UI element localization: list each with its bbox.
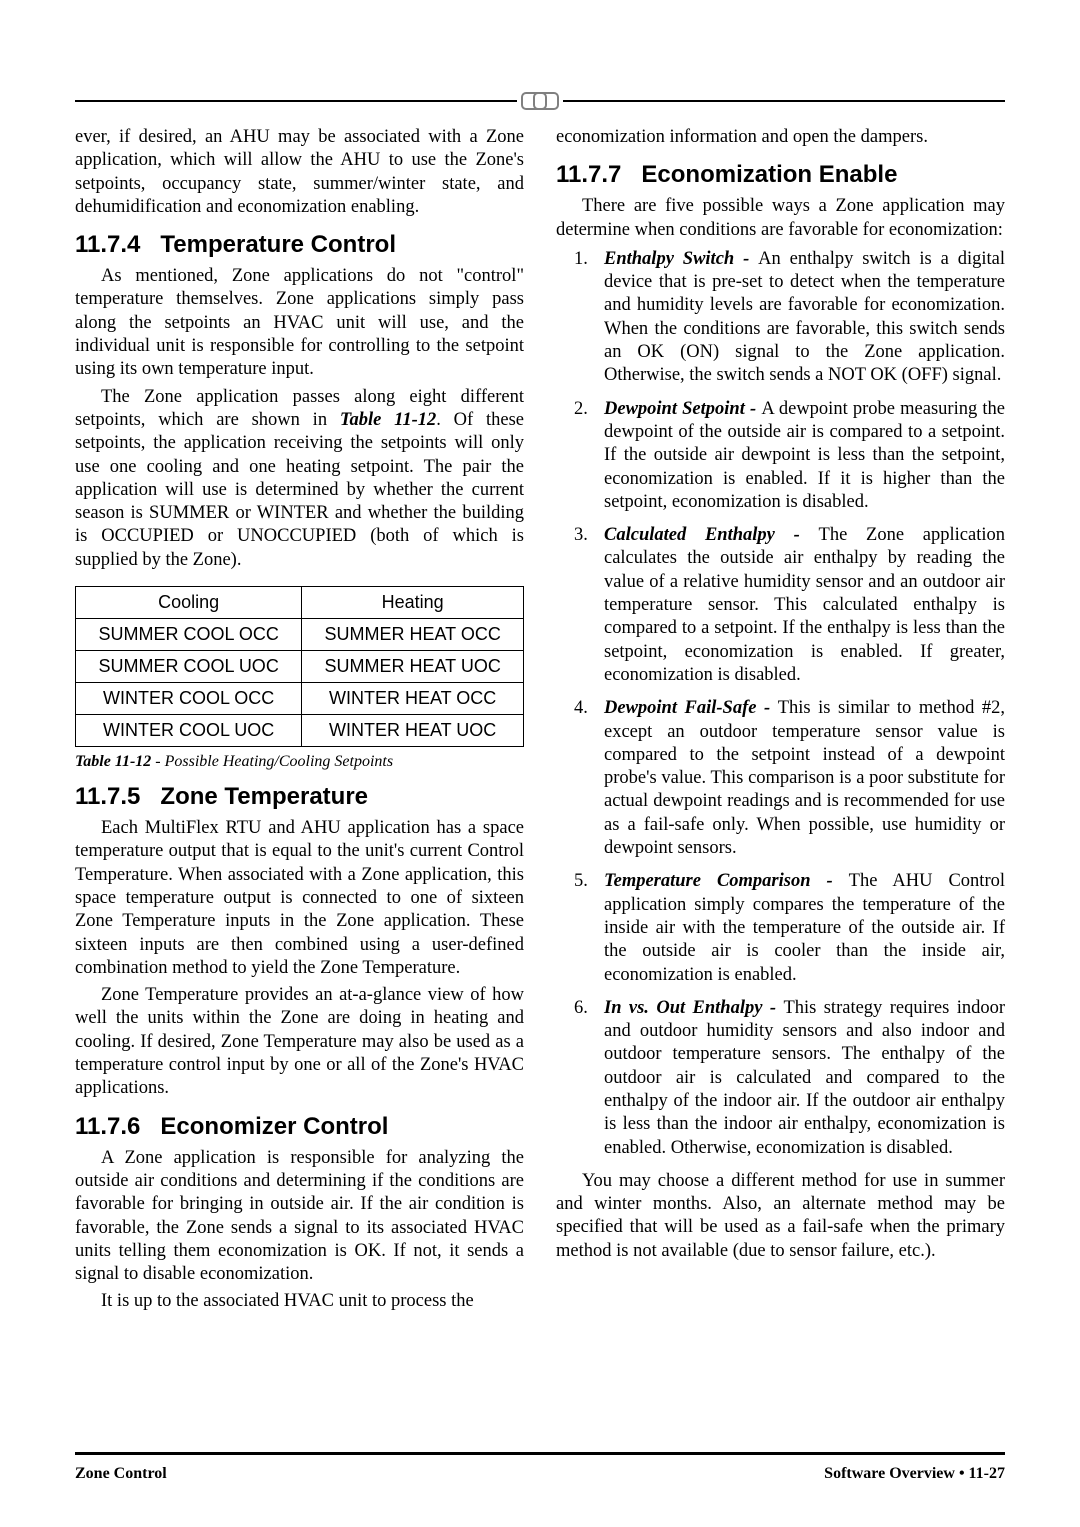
- table-cell: WINTER COOL OCC: [76, 683, 302, 715]
- table-caption: Table 11-12 - Possible Heating/Cooling S…: [75, 753, 524, 771]
- text: . Of these setpoints, the application re…: [75, 410, 524, 570]
- section-heading-temperature-control: 11.7.4 Temperature Control: [75, 231, 524, 259]
- list-item: 5. Temperature Comparison - The AHU Cont…: [604, 870, 1005, 986]
- table-reference: Table 11-12: [340, 410, 436, 430]
- list-marker: 1.: [574, 248, 588, 271]
- table-row: WINTER COOL UOC WINTER HEAT UOC: [76, 715, 524, 747]
- table-cell: SUMMER COOL OCC: [76, 619, 302, 651]
- footer-section-label: Software Overview •: [824, 1465, 968, 1482]
- list-item: 2. Dewpoint Setpoint - A dewpoint probe …: [604, 398, 1005, 514]
- section-heading-zone-temperature: 11.7.5 Zone Temperature: [75, 783, 524, 811]
- page-footer: Zone Control Software Overview • 11-27: [75, 1452, 1005, 1483]
- method-term: Enthalpy Switch -: [604, 249, 758, 269]
- method-text: This is similar to method #2, except an …: [604, 698, 1005, 858]
- method-text: The Zone application calculates the outs…: [604, 525, 1005, 685]
- method-term: Temperature Comparison -: [604, 871, 849, 891]
- table-header-row: Cooling Heating: [76, 587, 524, 619]
- table-cell: WINTER HEAT UOC: [302, 715, 524, 747]
- paragraph: The Zone application passes along eight …: [75, 386, 524, 572]
- table-cell: WINTER COOL UOC: [76, 715, 302, 747]
- method-term: Dewpoint Fail-Safe -: [604, 698, 778, 718]
- table-header: Heating: [302, 587, 524, 619]
- footer-right-text: Software Overview • 11-27: [824, 1465, 1005, 1483]
- list-item: 1. Enthalpy Switch - An enthalpy switch …: [604, 248, 1005, 388]
- table-row: SUMMER COOL UOC SUMMER HEAT UOC: [76, 651, 524, 683]
- list-item: 6. In vs. Out Enthalpy - This strategy r…: [604, 997, 1005, 1160]
- section-title: Zone Temperature: [160, 783, 368, 811]
- list-marker: 2.: [574, 398, 588, 421]
- section-title: Economization Enable: [641, 161, 897, 189]
- section-title: Temperature Control: [160, 231, 396, 259]
- list-marker: 4.: [574, 697, 588, 720]
- list-marker: 6.: [574, 997, 588, 1020]
- method-text: An enthalpy switch is a digital device t…: [604, 249, 1005, 385]
- footer-rule: [75, 1452, 1005, 1455]
- table-cell: SUMMER COOL UOC: [76, 651, 302, 683]
- paragraph: As mentioned, Zone applications do not "…: [75, 265, 524, 381]
- section-number: 11.7.5: [75, 783, 140, 811]
- section-number: 11.7.4: [75, 231, 140, 259]
- footer-left-text: Zone Control: [75, 1465, 167, 1483]
- caption-text: - Possible Heating/Cooling Setpoints: [151, 753, 393, 770]
- method-term: Dewpoint Setpoint -: [604, 399, 761, 419]
- caption-label: Table 11-12: [75, 753, 151, 770]
- list-item: 3. Calculated Enthalpy - The Zone applic…: [604, 524, 1005, 687]
- methods-list: 1. Enthalpy Switch - An enthalpy switch …: [604, 248, 1005, 1160]
- table-cell: SUMMER HEAT UOC: [302, 651, 524, 683]
- table-cell: WINTER HEAT OCC: [302, 683, 524, 715]
- paragraph: ever, if desired, an AHU may be associat…: [75, 126, 524, 219]
- header-ornament-icon: [517, 89, 563, 113]
- paragraph: It is up to the associated HVAC unit to …: [75, 1290, 524, 1313]
- paragraph: There are five possible ways a Zone appl…: [556, 195, 1005, 242]
- section-heading-economization-enable: 11.7.7 Economization Enable: [556, 161, 1005, 189]
- section-heading-economizer-control: 11.7.6 Economizer Control: [75, 1113, 524, 1141]
- paragraph: Zone Temperature provides an at-a-glance…: [75, 984, 524, 1100]
- list-marker: 5.: [574, 870, 588, 893]
- list-item: 4. Dewpoint Fail-Safe - This is similar …: [604, 697, 1005, 860]
- method-text: This strategy requires indoor and outdoo…: [604, 998, 1005, 1158]
- table-row: WINTER COOL OCC WINTER HEAT OCC: [76, 683, 524, 715]
- footer-page-number: 11-27: [969, 1465, 1005, 1482]
- section-title: Economizer Control: [160, 1113, 388, 1141]
- method-term: In vs. Out Enthalpy -: [604, 998, 783, 1018]
- section-number: 11.7.7: [556, 161, 621, 189]
- right-column: economization information and open the d…: [556, 126, 1005, 1318]
- paragraph: You may choose a different method for us…: [556, 1170, 1005, 1263]
- method-term: Calculated Enthalpy -: [604, 525, 819, 545]
- left-column: ever, if desired, an AHU may be associat…: [75, 126, 524, 1318]
- section-number: 11.7.6: [75, 1113, 140, 1141]
- table-header: Cooling: [76, 587, 302, 619]
- paragraph: A Zone application is responsible for an…: [75, 1147, 524, 1287]
- table-row: SUMMER COOL OCC SUMMER HEAT OCC: [76, 619, 524, 651]
- list-marker: 3.: [574, 524, 588, 547]
- paragraph: economization information and open the d…: [556, 126, 1005, 149]
- header-rule: [75, 100, 1005, 102]
- setpoints-table: Cooling Heating SUMMER COOL OCC SUMMER H…: [75, 586, 524, 747]
- paragraph: Each MultiFlex RTU and AHU application h…: [75, 817, 524, 980]
- table-cell: SUMMER HEAT OCC: [302, 619, 524, 651]
